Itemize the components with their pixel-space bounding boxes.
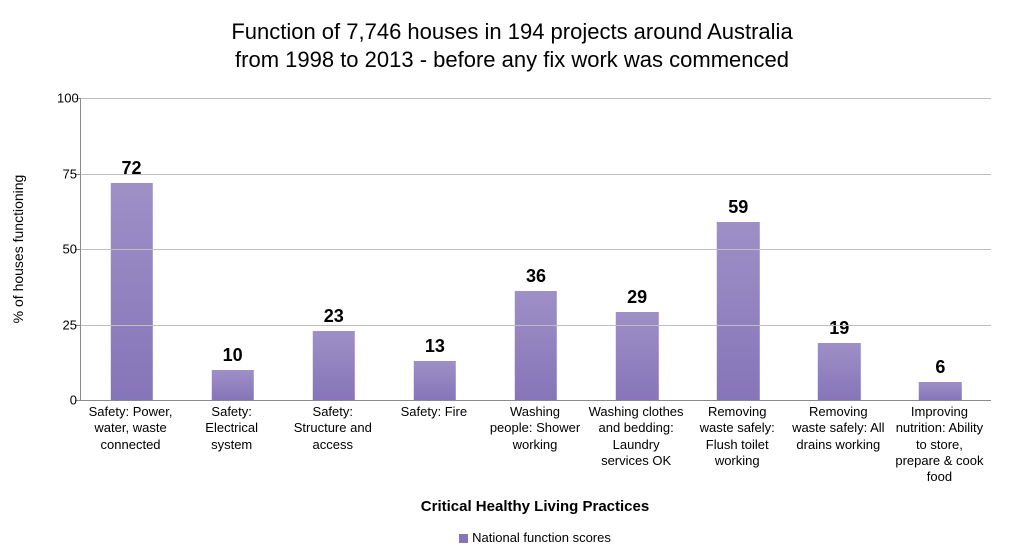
x-tick-label: Safety: Electrical system [181,404,282,485]
y-tick-label: 75 [57,166,77,181]
bar [313,331,355,400]
legend-swatch [459,534,468,543]
x-tick-label: Removing waste safely: Flush toilet work… [687,404,788,485]
bar [818,343,860,400]
bar [414,361,456,400]
gridline [81,98,991,99]
gridline [81,174,991,175]
gridline [81,249,991,250]
chart-title-line1: Function of 7,746 houses in 194 projects… [231,19,792,44]
chart-title: Function of 7,746 houses in 194 projects… [0,18,1024,73]
chart-title-line2: from 1998 to 2013 - before any fix work … [235,47,789,72]
x-tick-label: Washing people: Shower working [484,404,585,485]
x-tick-label: Safety: Structure and access [282,404,383,485]
plot-area: 72 10 23 13 36 29 59 19 6 [80,98,991,401]
x-tick-labels: Safety: Power, water, waste connectedSaf… [80,404,990,485]
x-tick-label: Safety: Fire [383,404,484,485]
x-tick-label: Washing clothes and bedding: Laundry ser… [586,404,687,485]
bar [919,382,961,400]
y-tick-label: 0 [57,393,77,408]
y-axis-label: % of houses functioning [10,175,26,324]
x-tick-label: Safety: Power, water, waste connected [80,404,181,485]
x-axis-label: Critical Healthy Living Practices [80,498,990,515]
legend: National function scores [80,530,990,545]
legend-label: National function scores [472,530,611,545]
bar-value-label: 19 [829,318,849,339]
bar-value-label: 23 [324,306,344,327]
bar [616,312,658,400]
bar-value-label: 13 [425,336,445,357]
bar-value-label: 10 [223,345,243,366]
bar [211,370,253,400]
y-tick-label: 100 [57,91,77,106]
bar-value-label: 29 [627,287,647,308]
bar-value-label: 59 [728,197,748,218]
bar-value-label: 6 [935,357,945,378]
x-tick-label: Removing waste safely: All drains workin… [788,404,889,485]
bar-value-label: 36 [526,266,546,287]
x-tick-label: Improving nutrition: Ability to store, p… [889,404,990,485]
bar [110,183,152,400]
bar [515,291,557,400]
gridline [81,325,991,326]
y-tick-label: 25 [57,317,77,332]
y-tick-label: 50 [57,242,77,257]
bar-value-label: 72 [122,158,142,179]
bar-chart: Function of 7,746 houses in 194 projects… [0,0,1024,557]
